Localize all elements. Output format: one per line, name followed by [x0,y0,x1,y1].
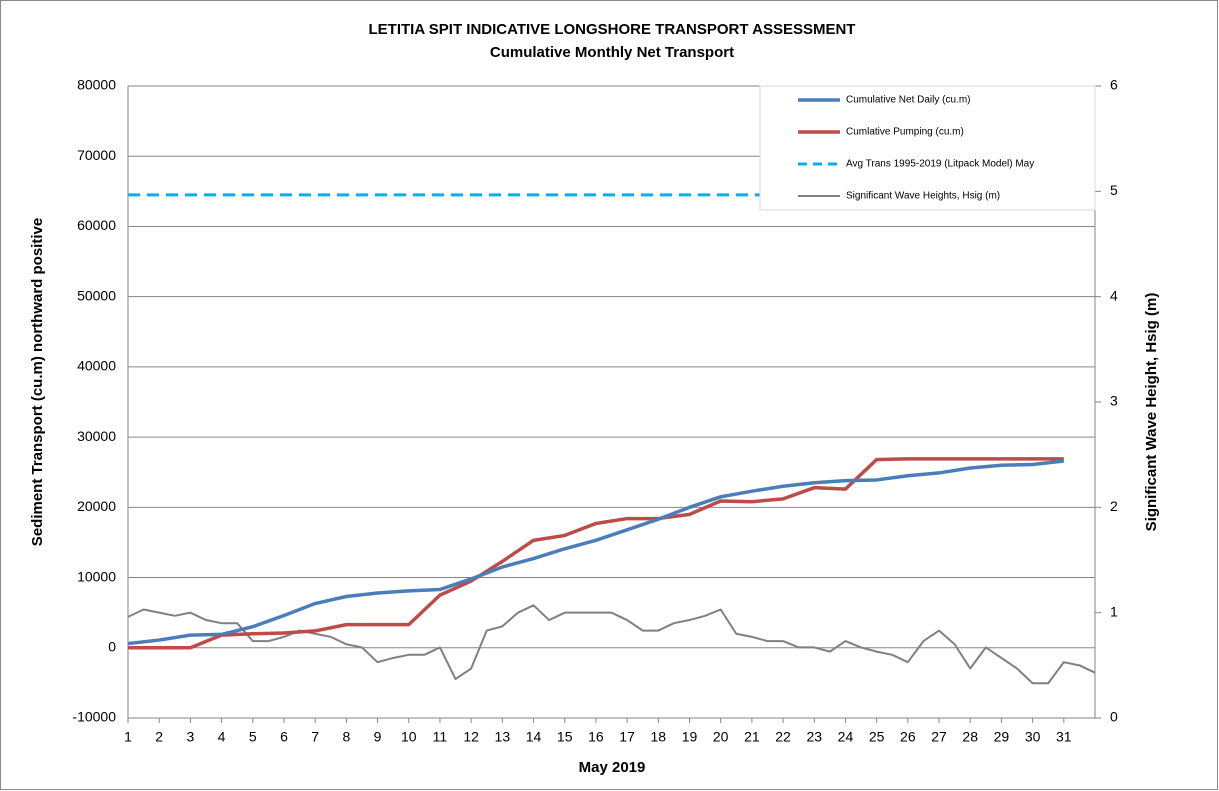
x-tick-label: 27 [931,729,947,745]
y2-tick-label: 2 [1110,498,1118,514]
series-line [127,604,1096,685]
series-line [127,459,1065,646]
y2-tick-label: 3 [1110,393,1118,409]
legend-box [759,85,1096,211]
y-tick-label: 80000 [77,77,116,93]
x-tick-label: 15 [557,729,573,745]
x-tick-label: 10 [401,729,417,745]
x-tick-label: 3 [186,729,194,745]
x-tick-label: 5 [249,729,257,745]
x-tick-label: 31 [1056,729,1072,745]
x-tick-label: 13 [495,729,511,745]
y-tick-label: 50000 [77,287,116,303]
x-tick-label: 7 [311,729,319,745]
y-tick-label: -10000 [72,709,116,725]
y2-tick-label: 0 [1110,709,1118,725]
x-tick-label: 6 [280,729,288,745]
legend-label: Significant Wave Heights, Hsig (m) [846,191,1000,202]
y2-axis-label: Significant Wave Height, Hsig (m) [1143,293,1160,532]
y-axis-label: Sediment Transport (cu.m) northward posi… [29,218,46,546]
y2-tick-label: 1 [1110,603,1118,619]
x-tick-label: 23 [806,729,822,745]
y-tick-label: 70000 [77,147,116,163]
y-tick-label: 20000 [77,498,116,514]
y-tick-label: 40000 [77,358,116,374]
x-tick-label: 8 [342,729,350,745]
x-tick-label: 19 [682,729,698,745]
x-tick-label: 12 [463,729,479,745]
x-tick-label: 11 [433,729,448,745]
legend-label: Cumlative Pumping (cu.m) [846,127,964,138]
y-tick-label: 60000 [77,217,116,233]
x-tick-label: 25 [869,729,885,745]
series-line [128,457,1064,650]
x-tick-label: 30 [1025,729,1041,745]
x-tick-label: 29 [994,729,1010,745]
x-tick-label: 26 [900,729,916,745]
y2-tick-label: 4 [1110,287,1118,303]
x-tick-label: 18 [651,729,667,745]
y2-tick-label: 5 [1110,182,1118,198]
chart-subtitle: Cumulative Monthly Net Transport [490,44,734,61]
x-tick-label: 9 [374,729,382,745]
chart-title: LETITIA SPIT INDICATIVE LONGSHORE TRANSP… [369,21,856,38]
x-tick-label: 21 [744,729,760,745]
y2-tick-label: 6 [1110,77,1118,93]
x-tick-label: 17 [619,729,635,745]
x-tick-label: 16 [588,729,604,745]
x-axis-label: May 2019 [579,759,646,776]
x-tick-label: 22 [775,729,791,745]
x-tick-label: 4 [218,729,226,745]
x-tick-label: 20 [713,729,729,745]
y-tick-label: 30000 [77,428,116,444]
legend-label: Cumulative Net Daily (cu.m) [846,95,970,106]
x-tick-label: 1 [124,729,132,745]
x-tick-label: 28 [962,729,978,745]
x-tick-label: 2 [155,729,163,745]
x-tick-label: 24 [838,729,854,745]
y-tick-label: 10000 [77,568,116,584]
y-tick-label: 0 [108,638,116,654]
legend-label: Avg Trans 1995-2019 (Litpack Model) May [846,159,1034,170]
x-tick-label: 14 [526,729,542,745]
